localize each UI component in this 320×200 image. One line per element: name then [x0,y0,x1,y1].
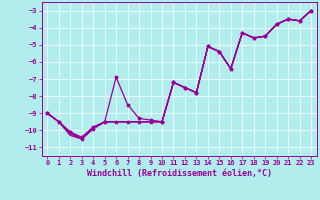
X-axis label: Windchill (Refroidissement éolien,°C): Windchill (Refroidissement éolien,°C) [87,169,272,178]
